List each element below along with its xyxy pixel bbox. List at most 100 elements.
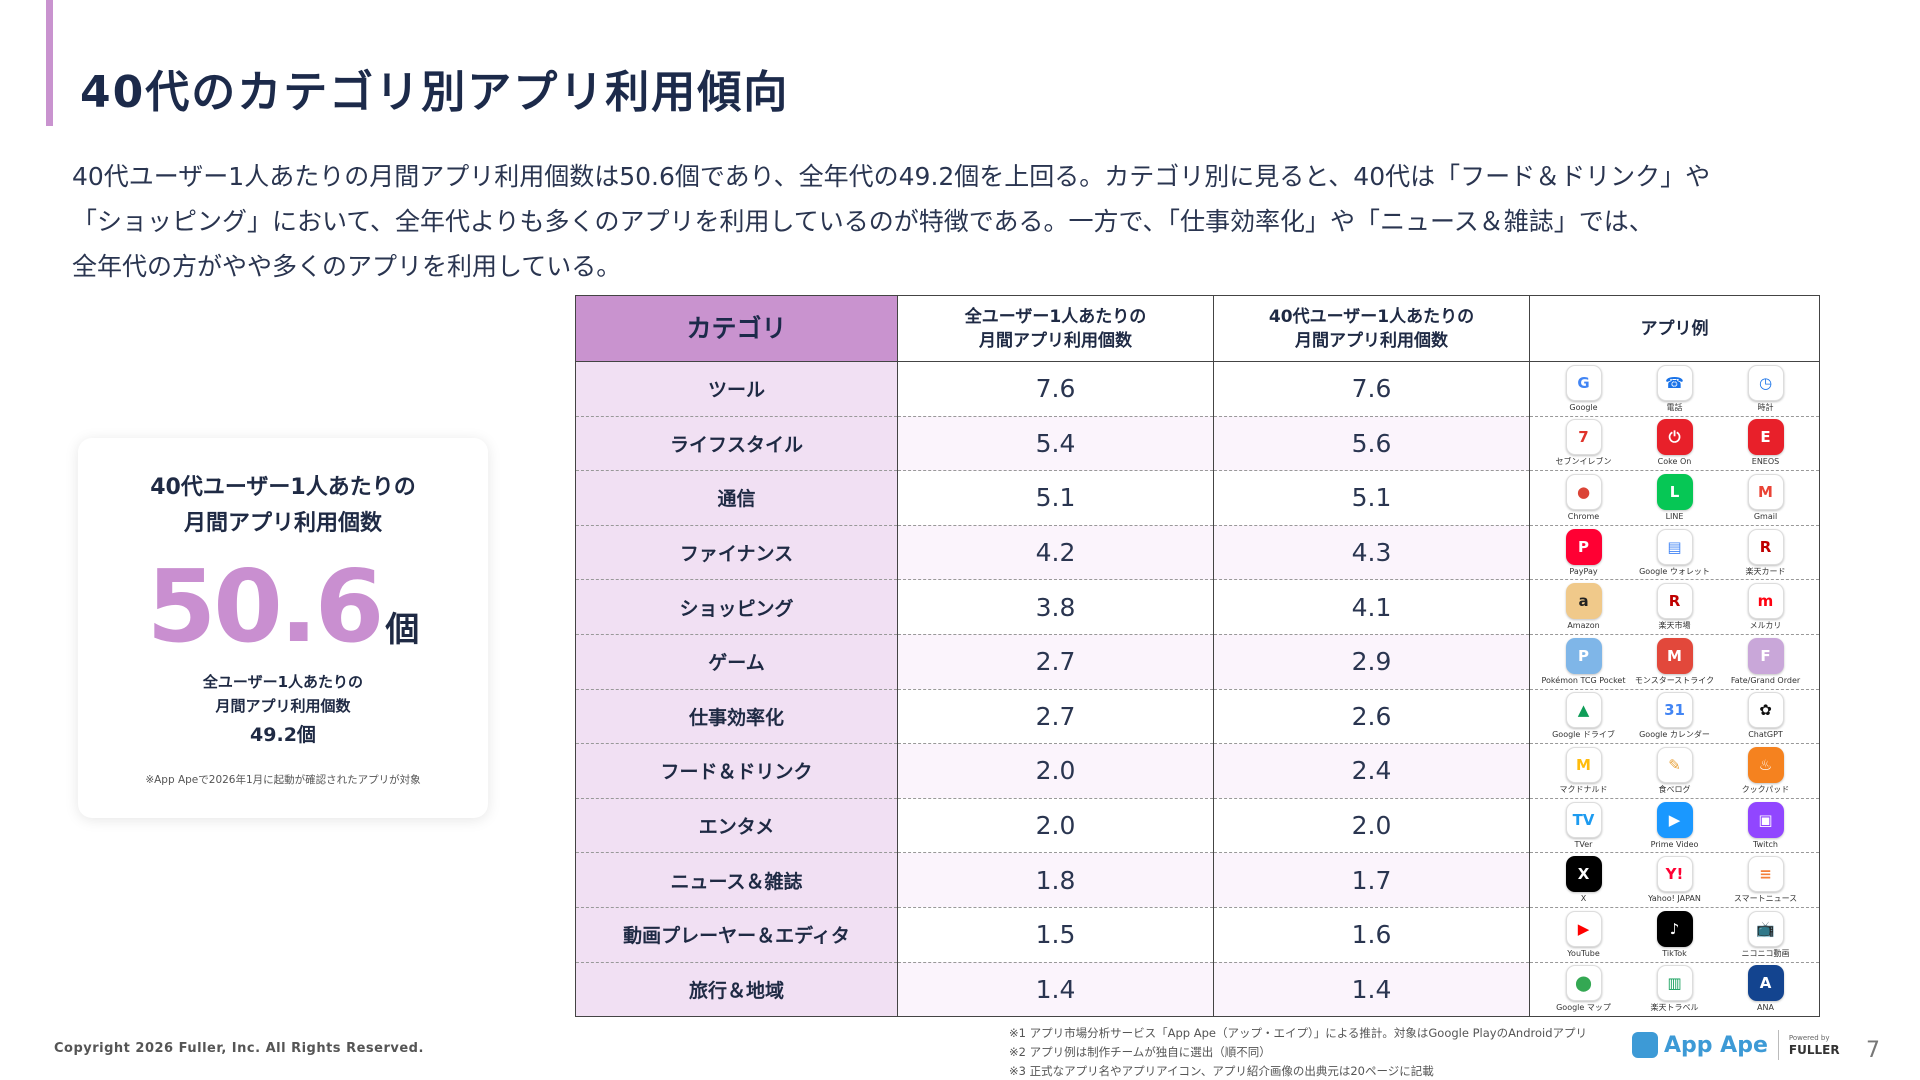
app-name: ChatGPT: [1748, 730, 1783, 740]
cell-all-users-count: 2.7: [898, 689, 1214, 744]
app-name: Google ウォレット: [1639, 567, 1710, 577]
app-example: ◷ 時計: [1727, 365, 1805, 413]
app-example: ▶ YouTube: [1545, 911, 1623, 959]
table-row: ゲーム 2.7 2.9 P Pokémon TCG Pocket M モンスターストライク F…: [576, 634, 1820, 689]
app-examples: ⬤ Google マップ ▥ 楽天トラベル A ANA: [1538, 965, 1811, 1013]
cell-category: ファイナンス: [576, 525, 898, 580]
app-example: Y! Yahoo! JAPAN: [1636, 856, 1714, 904]
header-forties-line: 40代ユーザー1人あたりの: [1214, 305, 1529, 329]
cell-forties-count: 2.0: [1214, 798, 1530, 853]
app-example: L LINE: [1636, 474, 1714, 522]
app-name: クックパッド: [1742, 785, 1790, 795]
cell-app-examples: TV TVer ▶ Prime Video ▣ Twitch: [1530, 798, 1820, 853]
footnotes: ※1 アプリ市場分析サービス「App Ape（アップ・エイプ）」による推計。対象…: [1009, 1024, 1587, 1080]
app-example: 31 Google カレンダー: [1636, 692, 1714, 740]
title-accent-bar: [46, 0, 53, 126]
cell-category: ライフスタイル: [576, 416, 898, 471]
brand-name: App Ape: [1664, 1033, 1768, 1058]
table-row: 仕事効率化 2.7 2.6 ▲ Google ドライブ 31 Google カレンダー ✿ Ch…: [576, 689, 1820, 744]
app-examples: P Pokémon TCG Pocket M モンスターストライク F Fate/Gran…: [1538, 638, 1811, 686]
app-name: Google ドライブ: [1552, 730, 1615, 740]
cell-forties-count: 2.4: [1214, 744, 1530, 799]
stat-sub-label: 全ユーザー1人あたりの 月間アプリ利用個数: [78, 670, 488, 718]
copyright: Copyright 2026 Fuller, Inc. All Rights R…: [54, 1041, 424, 1056]
page-title: 40代のカテゴリ別アプリ利用傾向: [80, 56, 789, 120]
app-icon: G: [1566, 365, 1602, 401]
stat-value-row: 50.6 個: [78, 548, 488, 658]
app-ape-logo-icon: [1632, 1032, 1658, 1058]
cell-all-users-count: 2.0: [898, 798, 1214, 853]
app-icon: ✿: [1748, 692, 1784, 728]
cell-all-users-count: 5.1: [898, 471, 1214, 526]
cell-forties-count: 1.4: [1214, 962, 1530, 1017]
app-examples: ● Chrome L LINE M Gmail: [1538, 474, 1811, 522]
cell-app-examples: ▲ Google ドライブ 31 Google カレンダー ✿ ChatGPT: [1530, 689, 1820, 744]
header-forties-line: 月間アプリ利用個数: [1214, 329, 1529, 353]
header-all-line: 全ユーザー1人あたりの: [898, 305, 1213, 329]
app-name: 時計: [1758, 403, 1774, 413]
app-examples: ▲ Google ドライブ 31 Google カレンダー ✿ ChatGPT: [1538, 692, 1811, 740]
app-name: LINE: [1666, 512, 1684, 522]
app-icon: ⏻: [1657, 419, 1693, 455]
cell-forties-count: 1.7: [1214, 853, 1530, 908]
app-name: ENEOS: [1752, 457, 1779, 467]
stat-note: ※App Apeで2026年1月に起動が確認されたアプリが対象: [78, 772, 488, 787]
stat-value: 50.6: [147, 548, 382, 665]
description: 40代ユーザー1人あたりの月間アプリ利用個数は50.6個であり、全年代の49.2…: [72, 154, 1792, 289]
cell-app-examples: P Pokémon TCG Pocket M モンスターストライク F Fate/Gran…: [1530, 634, 1820, 689]
stat-sub-label-line: 月間アプリ利用個数: [78, 694, 488, 718]
app-example: P PayPay: [1545, 529, 1623, 577]
footnote: ※3 正式なアプリ名やアプリアイコン、アプリ紹介画像の出典元は20ページに記載: [1009, 1062, 1587, 1080]
app-example: ▥ 楽天トラベル: [1636, 965, 1714, 1013]
table-row: ファイナンス 4.2 4.3 P PayPay ▤ Google ウォレット R 楽天カード: [576, 525, 1820, 580]
header-forties-users: 40代ユーザー1人あたりの 月間アプリ利用個数: [1214, 296, 1530, 362]
app-name: Chrome: [1568, 512, 1599, 522]
cell-app-examples: X X Y! Yahoo! JAPAN ≡ スマートニュース: [1530, 853, 1820, 908]
app-icon: R: [1657, 583, 1693, 619]
stat-card: 40代ユーザー1人あたりの 月間アプリ利用個数 50.6 個 全ユーザー1人あたり…: [78, 438, 488, 818]
app-examples: M マクドナルド ✎ 食べログ ♨ クックパッド: [1538, 747, 1811, 795]
app-name: ANA: [1757, 1003, 1774, 1013]
header-all-users: 全ユーザー1人あたりの 月間アプリ利用個数: [898, 296, 1214, 362]
app-icon: M: [1657, 638, 1693, 674]
table-row: ショッピング 3.8 4.1 a Amazon R 楽天市場 m メルカリ: [576, 580, 1820, 635]
cell-category: 動画プレーヤー＆エディタ: [576, 907, 898, 962]
app-icon: m: [1748, 583, 1784, 619]
app-name: セブンイレブン: [1556, 457, 1612, 467]
footnote: ※1 アプリ市場分析サービス「App Ape（アップ・エイプ）」による推計。対象…: [1009, 1024, 1587, 1043]
cell-all-users-count: 3.8: [898, 580, 1214, 635]
cell-forties-count: 5.1: [1214, 471, 1530, 526]
app-name: 楽天市場: [1659, 621, 1691, 631]
description-line: 全年代の方がやや多くのアプリを利用している。: [72, 244, 1792, 289]
app-example: a Amazon: [1545, 583, 1623, 631]
table-row: エンタメ 2.0 2.0 TV TVer ▶ Prime Video ▣ Twitch: [576, 798, 1820, 853]
app-examples: P PayPay ▤ Google ウォレット R 楽天カード: [1538, 529, 1811, 577]
app-icon: ▲: [1566, 692, 1602, 728]
description-line: 「ショッピング」において、全年代よりも多くのアプリを利用しているのが特徴である。…: [72, 199, 1792, 244]
cell-forties-count: 4.1: [1214, 580, 1530, 635]
app-name: YouTube: [1567, 949, 1600, 959]
app-name: Pokémon TCG Pocket: [1542, 676, 1626, 686]
app-icon: a: [1566, 583, 1602, 619]
app-name: メルカリ: [1750, 621, 1782, 631]
app-example: M モンスターストライク: [1636, 638, 1714, 686]
stat-sub-value: 49.2個: [78, 720, 488, 747]
app-examples: 7 セブンイレブン ⏻ Coke On E ENEOS: [1538, 419, 1811, 467]
app-name: スマートニュース: [1734, 894, 1797, 904]
app-icon: 7: [1566, 419, 1602, 455]
brand-divider: [1778, 1030, 1779, 1060]
header-app-examples: アプリ例: [1530, 296, 1820, 362]
cell-all-users-count: 7.6: [898, 362, 1214, 417]
cell-app-examples: a Amazon R 楽天市場 m メルカリ: [1530, 580, 1820, 635]
app-name: X: [1581, 894, 1586, 904]
cell-category: ショッピング: [576, 580, 898, 635]
app-icon: M: [1566, 747, 1602, 783]
app-examples: a Amazon R 楽天市場 m メルカリ: [1538, 583, 1811, 631]
app-example: ● Chrome: [1545, 474, 1623, 522]
header-category: カテゴリ: [576, 296, 898, 362]
app-icon: M: [1748, 474, 1784, 510]
app-icon: E: [1748, 419, 1784, 455]
app-icon: 📺: [1748, 911, 1784, 947]
description-line: 40代ユーザー1人あたりの月間アプリ利用個数は50.6個であり、全年代の49.2…: [72, 154, 1792, 199]
app-example: ☎ 電話: [1636, 365, 1714, 413]
